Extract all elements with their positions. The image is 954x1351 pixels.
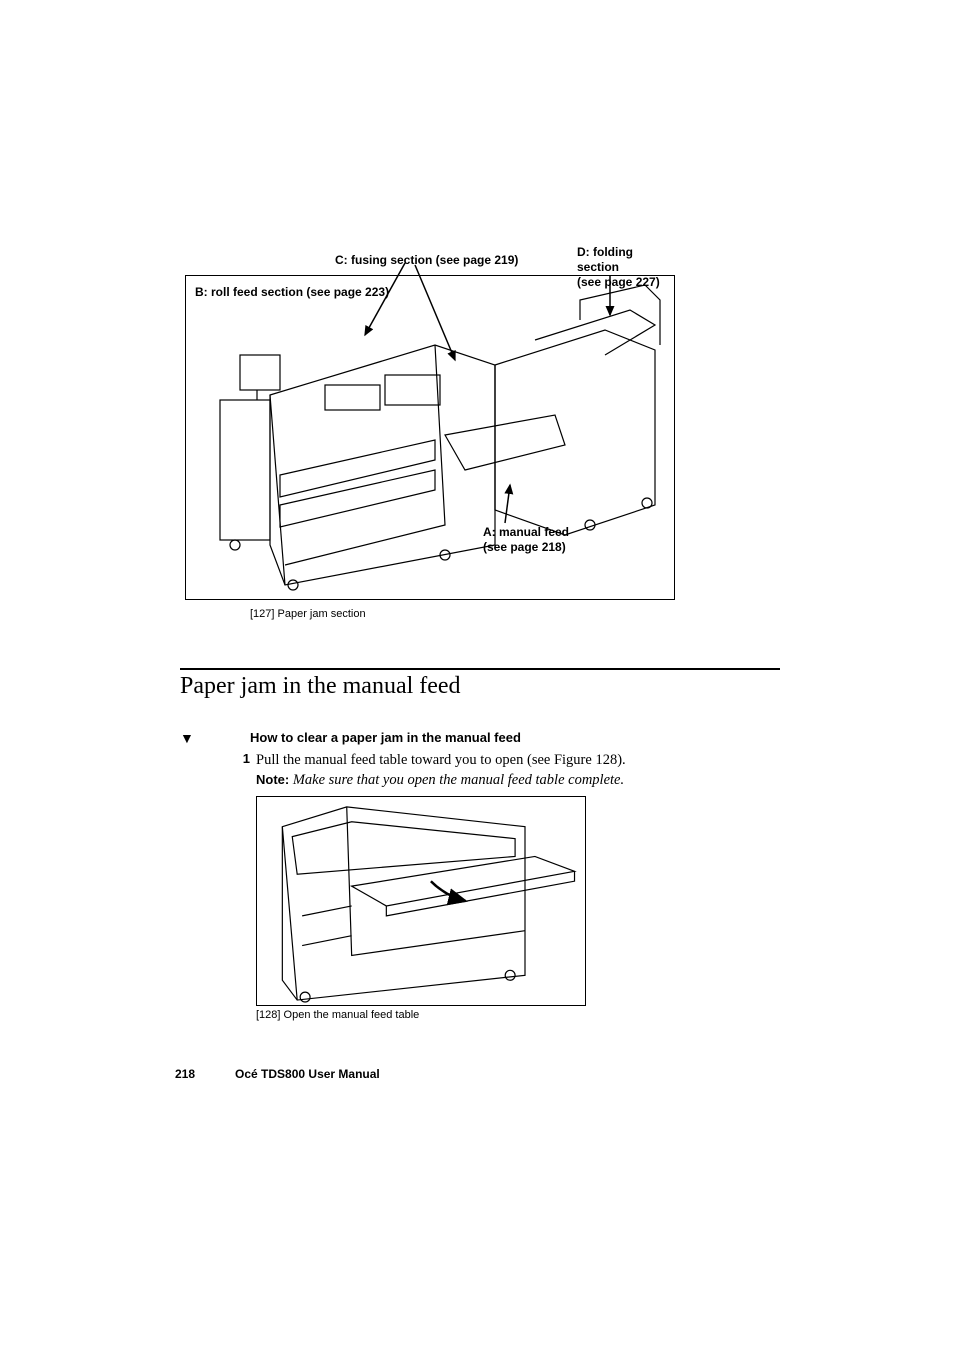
callout-c: C: fusing section (see page 219) [335,253,518,268]
step-1-text: Pull the manual feed table toward you to… [256,752,626,768]
page-number: 218 [175,1067,195,1081]
bullet-icon: ▼ [180,732,194,748]
section-rule [180,668,780,670]
figure-128-container [256,796,586,1006]
callout-a-line2: (see page 218) [483,540,566,554]
note-text: Make sure that you open the manual feed … [289,772,624,788]
callout-d: D: folding section (see page 227) [577,245,675,290]
procedure-heading: How to clear a paper jam in the manual f… [250,730,819,745]
step-1-body: Pull the manual feed table toward you to… [256,751,626,790]
section-heading: Paper jam in the manual feed [180,673,819,700]
figure-127-caption: [127] Paper jam section [250,608,819,620]
callout-a: A: manual feed (see page 218) [483,525,569,555]
footer-title: Océ TDS800 User Manual [235,1067,380,1081]
note-label: Note: [256,772,289,787]
callout-b: B: roll feed section (see page 223) [195,285,389,300]
callout-d-line1: D: folding section [577,245,633,274]
figure-128-illustration [257,797,585,1005]
figure-127-container: B: roll feed section (see page 223) C: f… [185,245,675,600]
procedure-block: ▼ How to clear a paper jam in the manual… [175,730,819,1021]
step-1-number: 1 [233,751,250,766]
page-footer: 218 Océ TDS800 User Manual [175,1067,380,1081]
callout-a-line1: A: manual feed [483,525,569,539]
manual-page: B: roll feed section (see page 223) C: f… [0,0,954,1351]
callout-d-line2: (see page 227) [577,275,660,289]
step-1-row: 1 Pull the manual feed table toward you … [233,751,819,790]
figure-128-caption: [128] Open the manual feed table [256,1009,819,1021]
